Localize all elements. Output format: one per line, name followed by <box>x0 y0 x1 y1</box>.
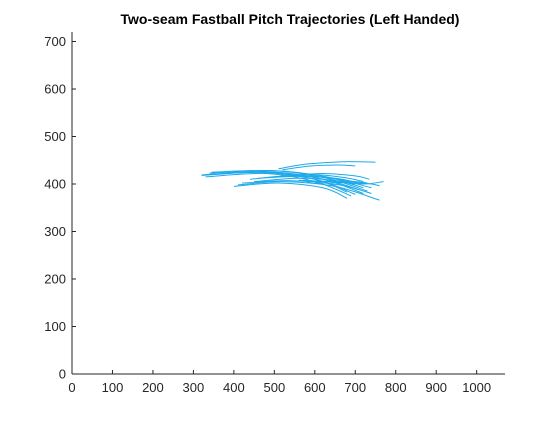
chart-title: Two-seam Fastball Pitch Trajectories (Le… <box>121 11 460 27</box>
x-tick-label: 300 <box>183 380 205 395</box>
y-tick-label: 600 <box>44 82 66 97</box>
y-tick-label: 0 <box>59 367 66 382</box>
trajectory-line <box>211 169 368 192</box>
x-tick-label: 500 <box>263 380 285 395</box>
x-tick-label: 600 <box>304 380 326 395</box>
y-tick-label: 500 <box>44 129 66 144</box>
plot-lines <box>201 161 384 201</box>
trajectory-line <box>233 182 348 199</box>
trajectory-line <box>314 182 380 187</box>
x-tick-label: 0 <box>68 380 75 395</box>
trajectory-line <box>201 171 360 191</box>
trajectory-line <box>237 181 380 201</box>
trajectory-line <box>306 180 368 184</box>
x-ticks: 0 100 200 300 400 500 600 700 800 900 1000 <box>68 370 491 395</box>
x-tick-label: 100 <box>102 380 124 395</box>
y-tick-label: 400 <box>44 177 66 192</box>
y-tick-label: 700 <box>44 34 66 49</box>
trajectory-line <box>241 180 372 194</box>
x-tick-label: 1000 <box>462 380 491 395</box>
y-tick-label: 100 <box>44 319 66 334</box>
y-tick-label: 200 <box>44 272 66 287</box>
x-tick-label: 400 <box>223 380 245 395</box>
x-tick-label: 200 <box>142 380 164 395</box>
x-tick-label: 800 <box>385 380 407 395</box>
trajectory-line <box>278 161 376 170</box>
x-tick-label: 900 <box>425 380 447 395</box>
y-ticks: 0 100 200 300 400 500 600 700 <box>44 34 76 382</box>
trajectory-line <box>250 174 356 186</box>
trajectory-line <box>282 164 356 171</box>
x-tick-label: 700 <box>344 380 366 395</box>
y-tick-label: 300 <box>44 224 66 239</box>
axes <box>71 32 505 375</box>
